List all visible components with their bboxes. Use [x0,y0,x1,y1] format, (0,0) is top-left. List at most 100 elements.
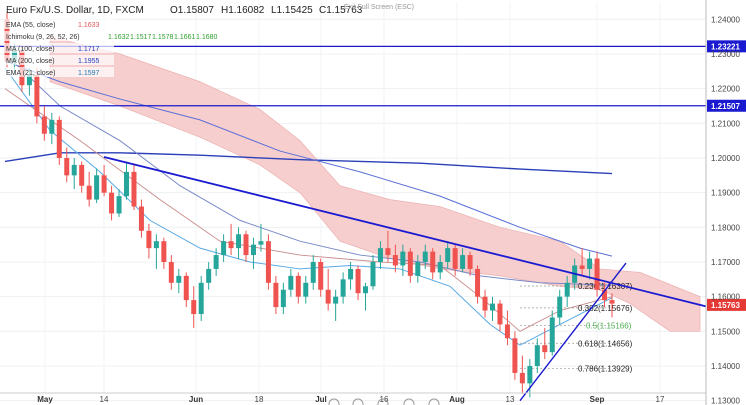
candle [445,241,451,269]
candle [385,230,391,262]
ma-100-line [4,60,613,257]
candle [564,275,570,308]
candle [340,272,346,304]
candle [79,161,85,193]
legend-label: MA (200, close) [6,58,55,65]
candle [243,230,249,262]
price-tick-label: 1.18000 [711,223,740,232]
candle [146,223,152,259]
price-tick-label: 1.16000 [711,293,740,302]
candle [168,255,174,290]
time-tick-label: Sep [590,395,605,404]
candle [265,234,271,290]
candle [101,164,107,197]
time-axis[interactable]: May 14 Jun 18 Jul 16 Aug 13 Sep 17 [0,392,706,404]
candle [348,262,354,290]
candle [377,241,383,269]
candle [161,237,167,269]
legend-label: Ichimoku (9, 26, 52, 26) [6,34,80,41]
legend-value: 1.1633 [78,22,100,29]
candle [49,112,55,145]
rising-trendline[interactable] [519,262,627,402]
horizontal-levels[interactable]: 1.23221 1.21507 1.15763 [0,40,746,311]
time-tick-label: 18 [255,395,264,404]
candle [213,248,219,276]
price-tick-label: 1.19000 [711,189,740,198]
close-value: C1.15763 [319,5,363,16]
candle [542,327,548,360]
symbol-title: Euro Fx/U.S. Dollar, 1D, FXCM [6,5,144,16]
legend-label: MA (100, close) [6,46,55,53]
candle [579,248,585,276]
ema-55-line [4,53,613,286]
trendlines[interactable] [103,156,707,402]
candle [594,251,600,297]
candle [71,158,77,190]
fib-level-label: 0.5(1.15166) [586,322,632,331]
candle [310,255,316,290]
candle [183,272,189,308]
candles [4,12,615,398]
legend-row[interactable]: EMA (21, close) 1.1597 [4,67,114,77]
candle [460,248,466,273]
price-tick-label: 1.17000 [711,258,740,267]
time-tick-label: Aug [449,395,465,404]
candle [587,251,593,280]
price-tag [707,99,746,112]
price-tag-text: 1.21507 [711,102,740,111]
candle [400,244,406,276]
candle [280,282,286,314]
legend-row[interactable]: MA (100, close) 1.1717 [4,43,114,53]
candle [138,199,144,238]
candle [303,275,309,304]
candle [482,289,488,318]
price-tick-label: 1.13000 [711,397,740,405]
candle [467,251,473,276]
price-axis[interactable]: 1.24000 1.23000 1.22000 1.21000 1.20000 1.190… [705,0,740,405]
legend-row[interactable]: EMA (55, close) 1.1633 [4,19,114,29]
candle [109,185,115,221]
legend-row[interactable]: MA (200, close) 1.1955 [4,55,114,65]
candle [176,268,182,294]
time-tick-label: 13 [506,395,515,404]
candle [191,286,197,328]
fib-level-label: 0.236(1.16307) [578,282,633,291]
ichimoku-cloud [49,36,701,332]
candle [519,355,525,394]
falling-trendline[interactable] [103,156,707,308]
legend-row[interactable]: Ichimoku (9, 26, 52, 26) 1.1632 1.1517 1.15… [4,31,218,41]
price-tick-label: 1.14000 [711,362,740,371]
last-price-text: 1.15763 [711,301,740,310]
legend-label: EMA (55, close) [6,22,55,29]
candle [609,293,615,318]
indicator-legend[interactable]: EMA (55, close) 1.1633 Ichimoku (9, 26, 52… [4,19,218,77]
candle [56,116,62,165]
last-price-tag [707,298,746,311]
high-value: H1.16082 [221,5,265,16]
candle [392,244,398,273]
candle [497,300,503,332]
legend-value: 1.1661 [174,34,196,41]
candle [333,289,339,321]
candle [512,331,518,380]
ma-200-line [4,152,613,175]
legend-value: 1.1597 [78,70,100,77]
candle [153,234,159,269]
legend-value: 1.1955 [78,58,100,65]
fibonacci-retracement[interactable]: 0.236(1.16307) 0.382(1.15676) 0.5(1.15166)… [520,282,633,373]
open-value: O1.15807 [170,5,214,16]
candle [221,234,227,262]
candle [34,67,40,124]
candle [116,189,122,217]
candle [504,310,510,346]
price-tag [707,40,746,53]
candle [370,255,376,290]
candle [452,244,458,276]
candle [228,223,234,256]
chart-toolbar[interactable] [328,398,440,405]
legend-value: 1.1717 [78,46,100,53]
candle [475,265,481,304]
candle [41,106,47,141]
